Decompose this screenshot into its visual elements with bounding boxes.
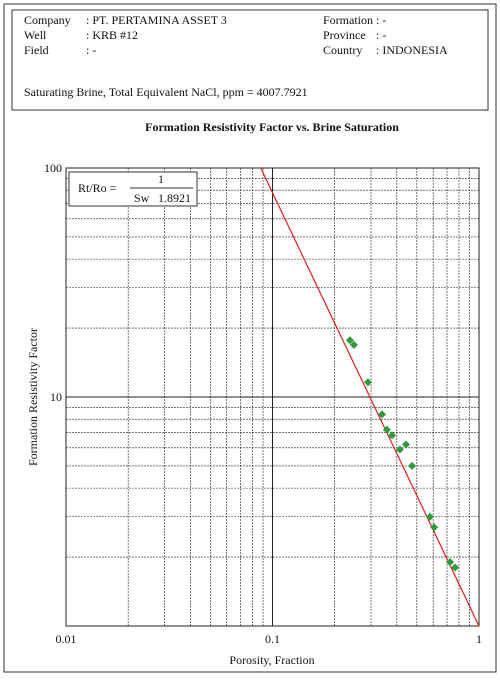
value: : INDONESIA bbox=[376, 43, 448, 57]
header-box bbox=[11, 9, 489, 111]
plot: 0.01 0.1 1 10 100 bbox=[44, 161, 482, 646]
x-axis-title: Porosity, Fraction bbox=[229, 653, 314, 667]
chart-title: Formation Resistivity Factor vs. Brine S… bbox=[145, 120, 399, 134]
x-tick-label: 1 bbox=[476, 632, 482, 646]
fit-line bbox=[260, 167, 480, 627]
y-tick-label: 100 bbox=[44, 161, 62, 175]
data-point bbox=[430, 523, 439, 532]
data-point bbox=[395, 445, 404, 454]
data-point bbox=[363, 378, 372, 387]
label: Province bbox=[323, 28, 366, 42]
data-point bbox=[382, 425, 391, 434]
equation-exponent: 1.8921 bbox=[158, 191, 191, 205]
value: : - bbox=[86, 43, 96, 57]
equation-lhs: Rt/Ro = bbox=[78, 181, 117, 195]
label: Company bbox=[24, 13, 71, 27]
data-point bbox=[446, 558, 455, 567]
data-point bbox=[425, 512, 434, 521]
data-point bbox=[451, 563, 460, 572]
value: : PT. PERTAMINA ASSET 3 bbox=[86, 13, 227, 27]
x-tick-label: 0.1 bbox=[265, 632, 280, 646]
brine-info: Saturating Brine, Total Equivalent NaCl,… bbox=[24, 85, 308, 99]
label: Field bbox=[24, 43, 49, 57]
data-point bbox=[401, 440, 410, 449]
data-point bbox=[387, 431, 396, 440]
equation-box: Rt/Ro = 1 Sw 1.8921 bbox=[68, 171, 198, 207]
data-point bbox=[349, 340, 358, 349]
value: : - bbox=[376, 28, 386, 42]
value: : KRB #12 bbox=[86, 28, 138, 42]
equation-base: Sw bbox=[134, 191, 150, 205]
plot-frame bbox=[65, 167, 480, 627]
data-point bbox=[408, 461, 417, 470]
label: Formation bbox=[323, 13, 373, 27]
outer-frame bbox=[3, 3, 497, 673]
y-axis-title: Formation Resistivity Factor bbox=[26, 328, 40, 466]
y-tick-label: 10 bbox=[50, 390, 62, 404]
label: Well bbox=[24, 28, 47, 42]
equation-numerator: 1 bbox=[158, 172, 164, 186]
data-point bbox=[345, 336, 354, 345]
data-point bbox=[377, 410, 386, 419]
label: Country bbox=[323, 43, 362, 57]
x-tick-label: 0.01 bbox=[56, 632, 77, 646]
value: : - bbox=[376, 13, 386, 27]
